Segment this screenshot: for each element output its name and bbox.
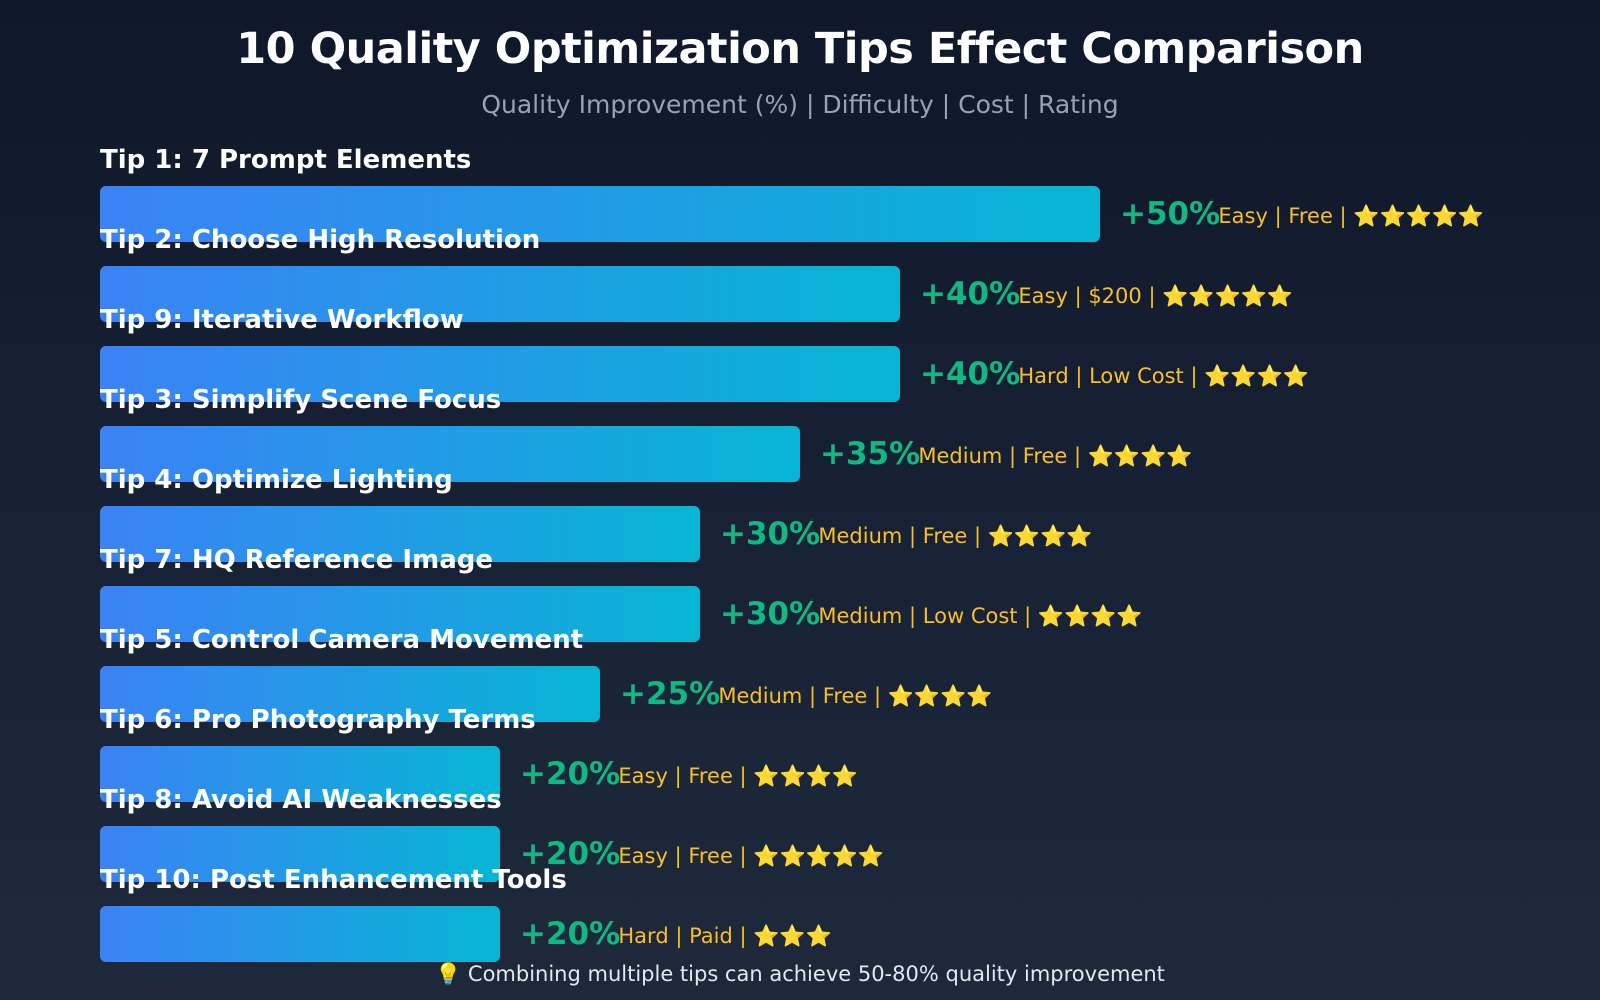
bar-6 (100, 586, 700, 642)
category-label-3: Tip 9: Iterative Workflow (100, 305, 464, 335)
value-label-6: +30% (720, 596, 820, 632)
bar-3 (100, 346, 900, 402)
value-label-5: +30% (720, 516, 820, 552)
annotation-3: Hard | Low Cost | ⭐⭐⭐⭐ (1018, 363, 1308, 389)
value-label-7: +25% (620, 676, 720, 712)
value-label-8: +20% (520, 756, 620, 792)
value-label-1: +50% (1120, 196, 1220, 232)
value-label-3: +40% (920, 356, 1020, 392)
bar-2 (100, 266, 900, 322)
annotation-6: Medium | Low Cost | ⭐⭐⭐⭐ (818, 603, 1142, 629)
bar-5 (100, 506, 700, 562)
bar-7 (100, 666, 600, 722)
annotation-8: Easy | Free | ⭐⭐⭐⭐ (618, 763, 858, 789)
bar-9 (100, 826, 500, 882)
annotation-10: Hard | Paid | ⭐⭐⭐ (618, 923, 831, 949)
footer-panel (40, 966, 1560, 996)
chart-title: 10 Quality Optimization Tips Effect Comp… (236, 24, 1364, 74)
annotation-7: Medium | Free | ⭐⭐⭐⭐ (718, 683, 992, 709)
category-label-2: Tip 2: Choose High Resolution (100, 225, 540, 255)
category-label-8: Tip 6: Pro Photography Terms (100, 705, 536, 735)
value-label-2: +40% (920, 276, 1020, 312)
value-label-4: +35% (820, 436, 920, 472)
value-label-10: +20% (520, 916, 620, 952)
category-label-10: Tip 10: Post Enhancement Tools (100, 865, 567, 895)
category-label-7: Tip 5: Control Camera Movement (100, 625, 583, 655)
category-label-1: Tip 1: 7 Prompt Elements (100, 145, 471, 175)
annotation-4: Medium | Free | ⭐⭐⭐⭐ (918, 443, 1192, 469)
category-label-9: Tip 8: Avoid AI Weaknesses (100, 785, 502, 815)
category-label-6: Tip 7: HQ Reference Image (100, 545, 493, 575)
annotation-5: Medium | Free | ⭐⭐⭐⭐ (818, 523, 1092, 549)
category-label-5: Tip 4: Optimize Lighting (100, 465, 453, 495)
bar-8 (100, 746, 500, 802)
value-label-9: +20% (520, 836, 620, 872)
bar-1 (100, 186, 1100, 242)
chart-subtitle: Quality Improvement (%) | Difficulty | C… (481, 90, 1119, 119)
annotation-9: Easy | Free | ⭐⭐⭐⭐⭐ (618, 843, 884, 869)
bar-10 (100, 906, 500, 962)
annotation-1: Easy | Free | ⭐⭐⭐⭐⭐ (1218, 203, 1484, 229)
annotation-2: Easy | $200 | ⭐⭐⭐⭐⭐ (1018, 283, 1293, 309)
bar-4 (100, 426, 800, 482)
footer-note: 💡 Combining multiple tips can achieve 50… (435, 962, 1165, 986)
category-label-4: Tip 3: Simplify Scene Focus (100, 385, 501, 415)
